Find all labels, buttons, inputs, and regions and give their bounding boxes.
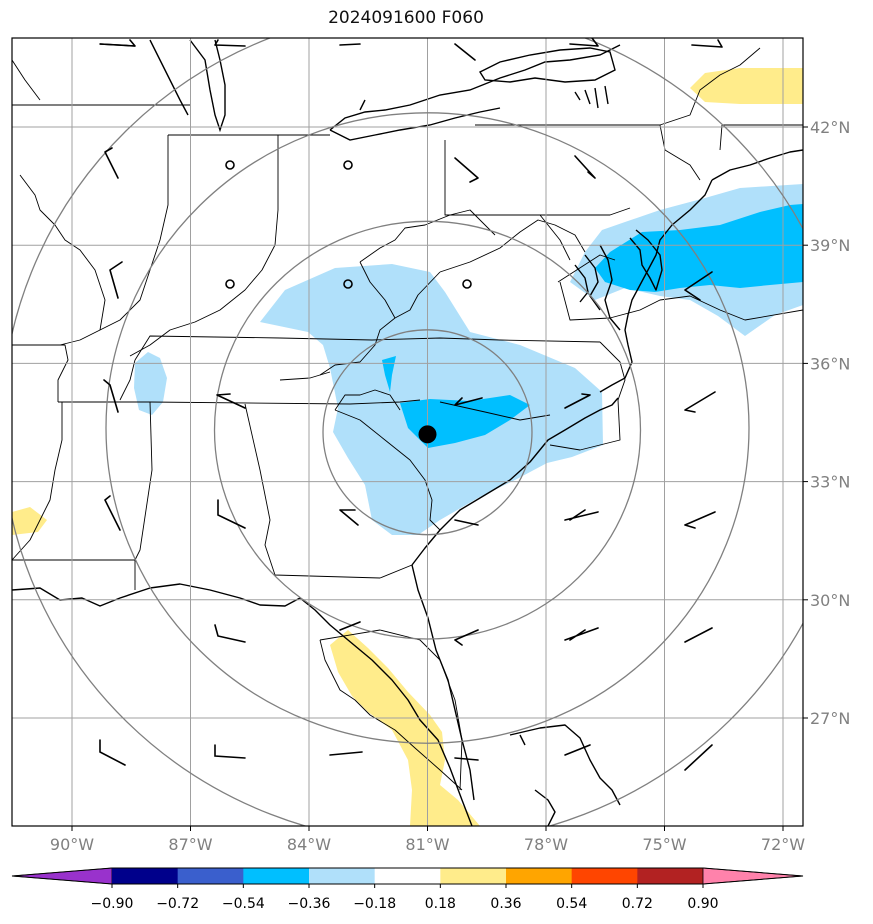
center-location-marker (418, 425, 437, 444)
colorbar-segment-4 (309, 868, 376, 884)
blue-anomaly-area-northeast (595, 204, 803, 292)
colorbar-extend-low (11, 867, 113, 885)
colorbar-tick-label-6: 0.36 (490, 896, 521, 912)
colorbar-segment-9 (637, 868, 704, 884)
calm-wind-markers (225, 160, 472, 289)
colorbar-segment-8 (571, 868, 638, 884)
state-borders (12, 47, 803, 791)
colorbar: −0.90 −0.72 −0.54 −0.36 −0.18 0.18 0.36 0.54 0.7… (11, 867, 804, 912)
lat-tick-label-3: 33°N (810, 473, 850, 492)
range-ring-0 (322, 329, 533, 536)
coastlines-and-borders (12, 149, 803, 826)
map-title: 2024091600 F060 (328, 8, 484, 28)
colorbar-segment-6 (440, 868, 507, 884)
lon-tick-label-0: 90°W (50, 835, 94, 854)
colorbar-segment-3 (243, 868, 310, 884)
colorbar-tick-label-5: 0.18 (425, 896, 456, 912)
blue-anomaly-area-small (382, 356, 396, 392)
range-ring-2 (105, 112, 750, 744)
colorbar-segment-2 (177, 868, 244, 884)
light-blue-anomaly-area-west (134, 352, 167, 415)
lon-tick-label-6: 72°W (761, 835, 805, 854)
colorbar-segment-5 (374, 868, 441, 884)
colorbar-tick-label-0: −0.90 (91, 896, 134, 912)
lon-tick-label-5: 75°W (642, 835, 686, 854)
lat-tick-label-2: 36°N (810, 354, 850, 373)
lon-tick-label-3: 81°W (405, 835, 449, 854)
colorbar-segment-1 (112, 868, 179, 884)
lat-tick-label-4: 30°N (810, 591, 850, 610)
colorbar-tick-label-7: 0.54 (556, 896, 587, 912)
colorbar-tick-label-4: −0.18 (353, 896, 396, 912)
lon-tick-label-2: 84°W (287, 835, 331, 854)
lon-tick-label-1: 87°W (168, 835, 212, 854)
graticule (12, 38, 803, 826)
colorbar-tick-label-2: −0.54 (222, 896, 265, 912)
axis-tick-labels: 90°W 87°W 84°W 81°W 78°W 75°W 72°W 42°N 39°N 36°N… (50, 118, 850, 854)
lon-tick-label-4: 78°W (524, 835, 568, 854)
yellow-anomaly-area-florida (330, 630, 480, 826)
map-frame (11, 37, 804, 827)
colorbar-tick-label-3: −0.36 (288, 896, 331, 912)
colorbar-extend-high (702, 867, 804, 885)
range-rings (12, 38, 803, 826)
yellow-anomaly-area-gulf (12, 507, 47, 535)
lat-tick-label-1: 39°N (810, 236, 850, 255)
colorbar-tick-label-9: 0.90 (687, 896, 718, 912)
lat-tick-label-5: 27°N (810, 709, 850, 728)
colorbar-tick-label-1: −0.72 (156, 896, 199, 912)
yellow-anomaly-area-northeast (690, 68, 803, 104)
colorbar-segment-7 (506, 868, 573, 884)
wind-barbs (99, 38, 723, 771)
lat-tick-label-0: 42°N (810, 118, 850, 137)
colorbar-tick-label-8: 0.72 (622, 896, 653, 912)
range-ring-1 (213, 220, 642, 640)
